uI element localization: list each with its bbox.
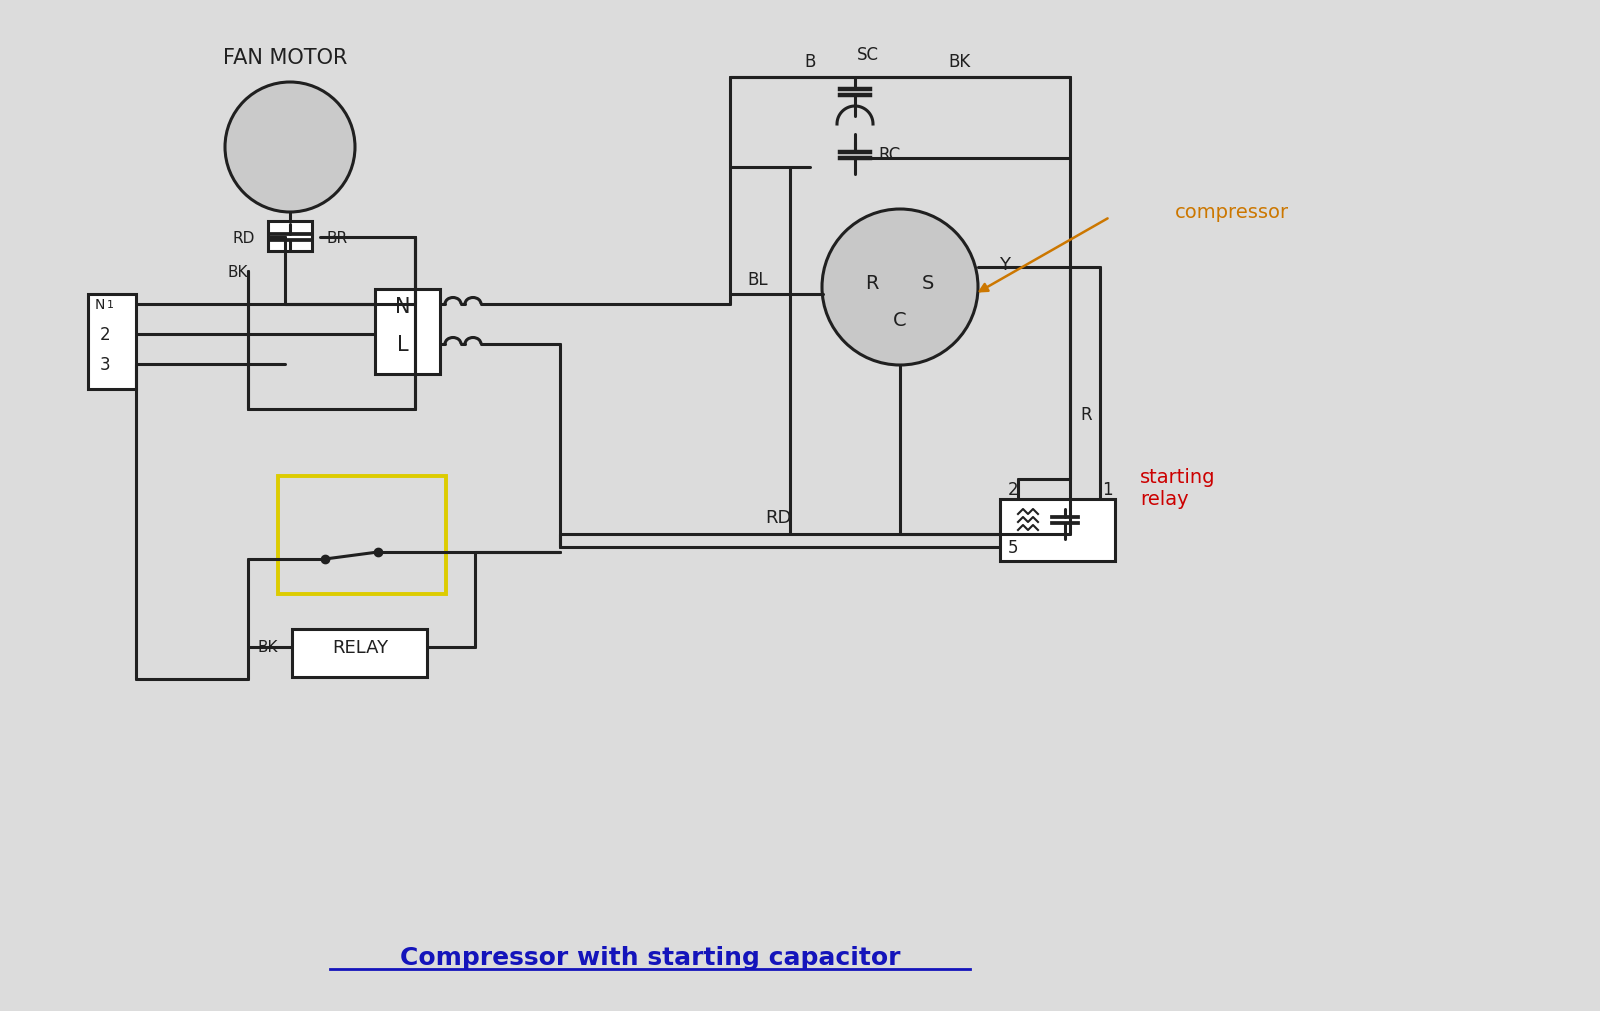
Text: 1: 1 <box>107 299 114 309</box>
Text: BK: BK <box>949 53 971 71</box>
Text: 3: 3 <box>101 356 110 374</box>
Bar <box>1000 499 1115 561</box>
Bar <box>88 295 136 389</box>
Text: 2: 2 <box>101 326 110 344</box>
Text: SC: SC <box>858 45 878 64</box>
Text: FAN MOTOR: FAN MOTOR <box>222 48 347 68</box>
Circle shape <box>822 210 978 366</box>
Text: BR: BR <box>326 231 347 246</box>
Text: 1: 1 <box>1102 480 1112 498</box>
Text: RD: RD <box>232 231 254 246</box>
Circle shape <box>226 83 355 212</box>
Text: B: B <box>805 53 816 71</box>
Text: R: R <box>866 273 878 292</box>
Bar <box>293 630 427 677</box>
Text: R: R <box>1080 405 1091 424</box>
Text: BL: BL <box>747 271 768 289</box>
Bar <box>374 290 440 375</box>
Text: S: S <box>922 273 934 292</box>
Text: Compressor with starting capacitor: Compressor with starting capacitor <box>400 945 901 969</box>
Text: 2: 2 <box>1008 480 1019 498</box>
Text: N: N <box>94 297 106 311</box>
Text: L: L <box>397 335 410 355</box>
Text: 5: 5 <box>1008 539 1019 556</box>
Text: BK: BK <box>258 640 278 655</box>
Text: starting
relay: starting relay <box>1139 467 1216 508</box>
Text: RD: RD <box>765 509 790 527</box>
Bar <box>278 476 446 594</box>
Text: BK: BK <box>227 264 248 279</box>
Text: Y: Y <box>1000 256 1011 274</box>
Text: N: N <box>395 296 411 316</box>
Text: C: C <box>893 310 907 330</box>
Text: RELAY: RELAY <box>331 638 389 656</box>
Text: RC: RC <box>878 146 901 164</box>
Text: compressor: compressor <box>1174 202 1290 221</box>
Bar <box>269 221 312 252</box>
